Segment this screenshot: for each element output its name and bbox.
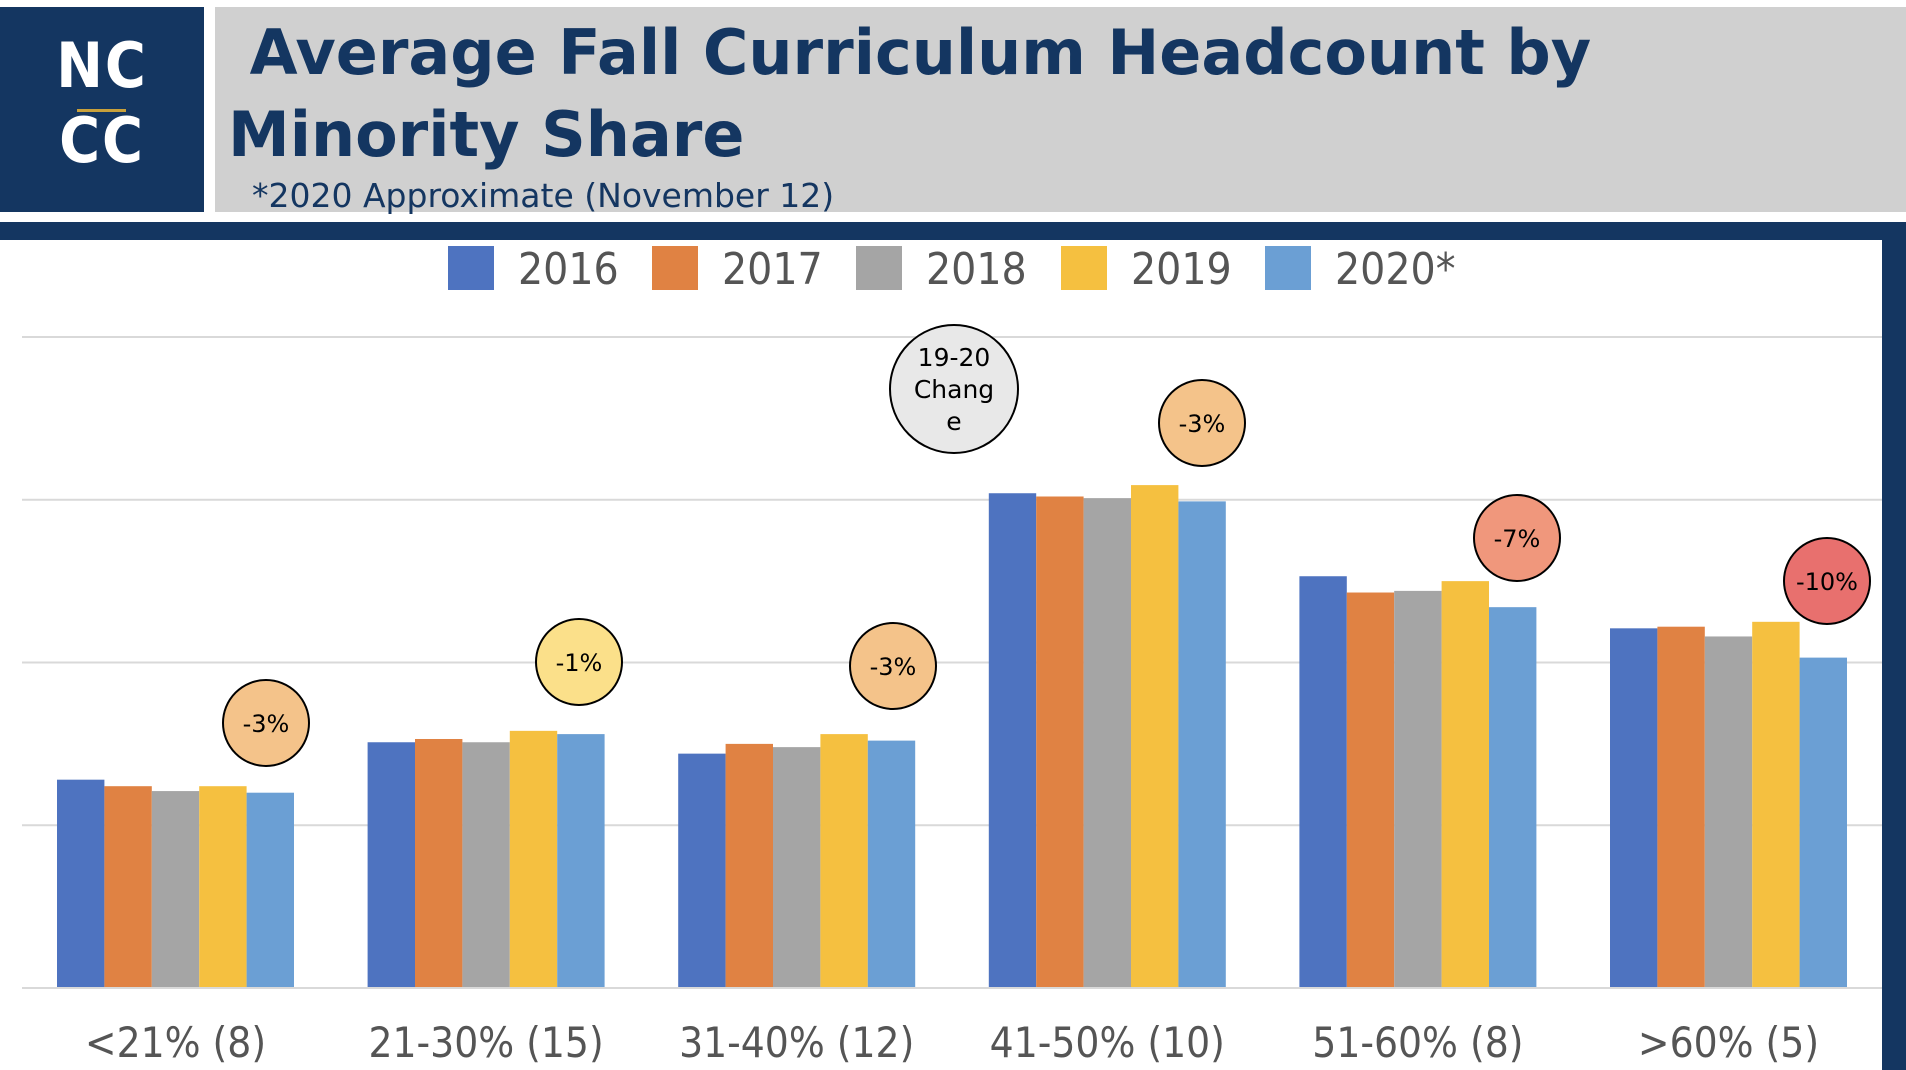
title-band — [215, 7, 1906, 212]
bar-2019-4 — [1441, 581, 1489, 988]
legend-label: 2020* — [1335, 244, 1456, 295]
change-bubble — [222, 679, 310, 767]
bar-2016-0 — [57, 779, 105, 988]
category-label: >60% (5) — [1638, 1018, 1819, 1067]
right-border — [1882, 222, 1906, 1070]
legend-swatch-2020 — [1265, 246, 1311, 290]
bar-2018-0 — [151, 791, 200, 988]
bar-2016-2 — [678, 753, 726, 988]
bar-2017-3 — [1036, 496, 1084, 988]
bar-2018-5 — [1704, 636, 1753, 988]
page-title: Average Fall Curriculum Headcount by Min… — [228, 16, 1613, 171]
bar-2018-4 — [1394, 590, 1442, 988]
legend-swatch-2019 — [1061, 246, 1107, 290]
change-label: -7% — [1494, 525, 1541, 553]
bar-2020-2 — [867, 740, 916, 988]
change-bubble — [849, 622, 937, 710]
legend-swatch-2016 — [448, 246, 494, 290]
change-bubble — [1783, 537, 1871, 625]
bar-2019-2 — [820, 734, 868, 988]
category-label: 31-40% (12) — [679, 1018, 914, 1067]
legend-swatch-2018 — [856, 246, 902, 290]
bar-2019-0 — [199, 786, 247, 988]
legend-swatch-2017 — [652, 246, 698, 290]
change-header-bubble — [889, 324, 1019, 454]
change-header-line: 19-20 — [918, 343, 991, 372]
bar-2020-4 — [1489, 607, 1537, 988]
bar-2017-2 — [725, 743, 773, 988]
category-label: 21-30% (15) — [368, 1018, 603, 1067]
bar-2016-3 — [988, 493, 1037, 988]
bar-2019-1 — [509, 730, 558, 988]
legend-label: 2016 — [518, 244, 619, 295]
change-bubble — [1473, 494, 1561, 582]
category-label: 51-60% (8) — [1312, 1018, 1523, 1067]
category-label: 41-50% (10) — [990, 1018, 1225, 1067]
bar-2016-1 — [367, 742, 415, 988]
legend-label: 2019 — [1131, 244, 1232, 295]
change-label: -3% — [870, 653, 917, 681]
bar-2019-5 — [1752, 621, 1800, 988]
nccc-logo: NC CC — [0, 7, 204, 212]
bar-2017-0 — [104, 786, 152, 988]
change-header-line: Chang — [914, 375, 994, 404]
bar-2019-3 — [1131, 485, 1179, 988]
legend-label: 2018 — [926, 244, 1027, 295]
bar-2017-4 — [1346, 592, 1395, 988]
legend-label: 2017 — [722, 244, 823, 295]
header-divider — [0, 222, 1906, 240]
logo-divider — [77, 109, 126, 112]
change-label: -1% — [556, 649, 603, 677]
bar-2018-2 — [773, 747, 821, 988]
bar-2018-3 — [1083, 498, 1131, 988]
logo-line-2: CC — [59, 104, 145, 177]
change-header-line: e — [946, 407, 961, 436]
change-label: -3% — [243, 710, 290, 738]
change-bubble — [535, 618, 623, 706]
bar-2016-4 — [1299, 576, 1347, 988]
change-label: -3% — [1179, 410, 1226, 438]
bar-2020-5 — [1799, 657, 1847, 988]
change-label: -10% — [1796, 568, 1858, 596]
bar-2017-1 — [415, 738, 463, 988]
bar-2020-0 — [246, 792, 294, 988]
bar-2016-5 — [1610, 628, 1658, 988]
bar-2020-3 — [1178, 501, 1226, 988]
change-bubble — [1158, 379, 1246, 467]
bar-2018-1 — [462, 742, 510, 988]
bar-2020-1 — [557, 734, 605, 988]
logo-line-1: NC — [56, 29, 148, 102]
page-subtitle: *2020 Approximate (November 12) — [252, 176, 835, 215]
bar-2017-5 — [1657, 626, 1705, 988]
category-label: <21% (8) — [85, 1018, 266, 1067]
